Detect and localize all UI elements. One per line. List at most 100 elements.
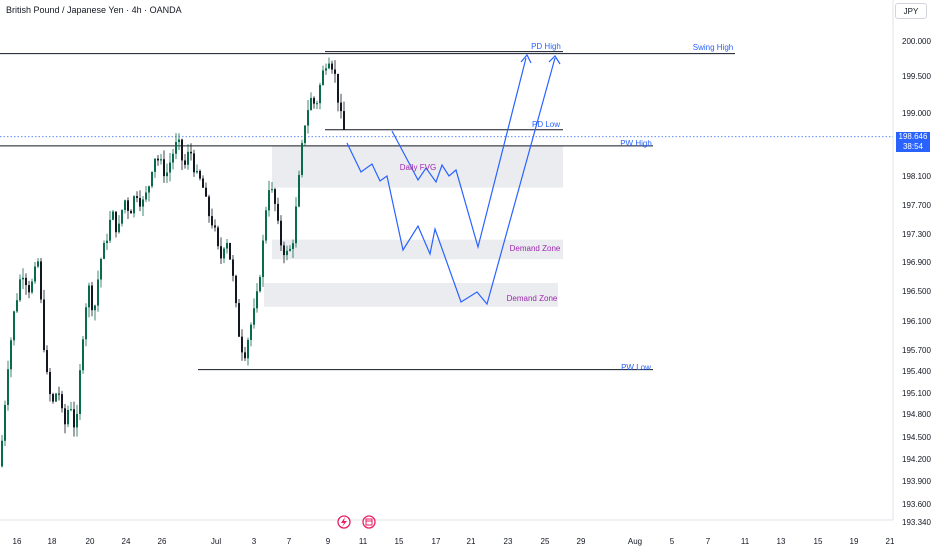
candle-body [304, 125, 306, 144]
y-tick-label: 195.400 [902, 367, 931, 376]
y-tick-label: 193.900 [902, 477, 931, 486]
candle-body [295, 206, 297, 244]
candle-body [46, 350, 48, 373]
calendar-event-icon[interactable] [362, 515, 376, 529]
flash-event-icon[interactable] [337, 515, 351, 529]
arrow-head [520, 53, 532, 64]
candle-body [7, 369, 9, 405]
candle-body [328, 63, 330, 69]
current-price-value: 198.646 [898, 132, 928, 141]
level-label: PD High [531, 42, 561, 51]
candle-body [43, 299, 45, 351]
candle-body [232, 259, 234, 276]
candle-body [97, 279, 99, 306]
candle-body [343, 111, 345, 130]
y-tick-label: 195.700 [902, 346, 931, 355]
candle-body [286, 250, 288, 256]
candle-body [91, 285, 93, 311]
x-tick-label: 23 [504, 537, 513, 546]
level-label: Swing High [693, 43, 733, 52]
candle-body [55, 393, 57, 402]
candle-body [262, 240, 264, 278]
candle-body [337, 73, 339, 103]
y-tick-label: 196.900 [902, 258, 931, 267]
projection-path-short [391, 57, 527, 250]
currency-selector[interactable]: JPY [895, 3, 927, 19]
candle-body [211, 216, 213, 226]
candle-body [85, 307, 87, 340]
level-label: PD Low [532, 120, 560, 129]
x-tick-label: Aug [628, 537, 642, 546]
candle-body [178, 139, 180, 143]
candle-body [217, 227, 219, 247]
candle-body [166, 172, 168, 177]
candle-body [280, 220, 282, 246]
x-tick-label: 15 [395, 537, 404, 546]
candle-body [28, 285, 30, 293]
zone-label: Daily FVG [400, 163, 436, 172]
candle-body [334, 69, 336, 74]
candle-body [103, 243, 105, 259]
candle-body [307, 110, 309, 126]
x-tick-label: 13 [777, 537, 786, 546]
candle-body [109, 219, 111, 241]
candle-body [322, 70, 324, 85]
candle-body [265, 210, 267, 241]
projection-path-long [346, 57, 556, 306]
y-tick-label: 199.500 [902, 72, 931, 81]
candle-body [271, 189, 273, 191]
candle-body [34, 266, 36, 282]
candle-body [10, 340, 12, 370]
candle-body [214, 225, 216, 228]
candle-body [40, 261, 42, 300]
x-tick-label: 7 [706, 537, 711, 546]
candle-body [175, 142, 177, 154]
candle-body [142, 199, 144, 207]
candle-body [220, 246, 222, 259]
candle-body [181, 139, 183, 161]
x-tick-label: 24 [122, 537, 131, 546]
candle-body [247, 339, 249, 359]
current-price-badge: 198.646 38:54 [896, 132, 930, 152]
candle-body [340, 102, 342, 112]
candle-body [118, 223, 120, 233]
x-tick-label: 16 [13, 537, 22, 546]
x-tick-label: Jul [211, 537, 221, 546]
candle-body [223, 248, 225, 259]
candle-body [301, 143, 303, 175]
candle-body [205, 187, 207, 197]
candle-body [25, 277, 27, 286]
x-tick-label: 15 [814, 537, 823, 546]
x-tick-label: 3 [252, 537, 257, 546]
candle-body [136, 196, 138, 199]
candle-body [52, 394, 54, 402]
candle-body [244, 352, 246, 359]
candle-body [16, 300, 18, 312]
candle-body [133, 196, 135, 214]
candle-body [298, 174, 300, 207]
candle-body [274, 189, 276, 204]
y-tick-label: 194.800 [902, 410, 931, 419]
candle-body [283, 245, 285, 256]
y-tick-label: 193.340 [902, 518, 931, 527]
candle-body [70, 409, 72, 411]
candle-body [94, 305, 96, 311]
candle-body [82, 339, 84, 371]
candle-body [73, 409, 75, 428]
y-tick-label: 198.100 [902, 172, 931, 181]
candle-body [151, 171, 153, 187]
candle-body [229, 242, 231, 260]
candle-body [241, 336, 243, 353]
candle-body [331, 63, 333, 70]
candle-body [31, 281, 33, 293]
y-tick-label: 195.100 [902, 389, 931, 398]
candle-body [115, 211, 117, 233]
zone-label: Demand Zone [510, 244, 561, 253]
candle-body [4, 404, 6, 441]
y-tick-label: 196.500 [902, 287, 931, 296]
x-tick-label: 7 [287, 537, 292, 546]
candle-body [67, 409, 69, 425]
candle-body [253, 308, 255, 325]
candle-body [37, 261, 39, 267]
